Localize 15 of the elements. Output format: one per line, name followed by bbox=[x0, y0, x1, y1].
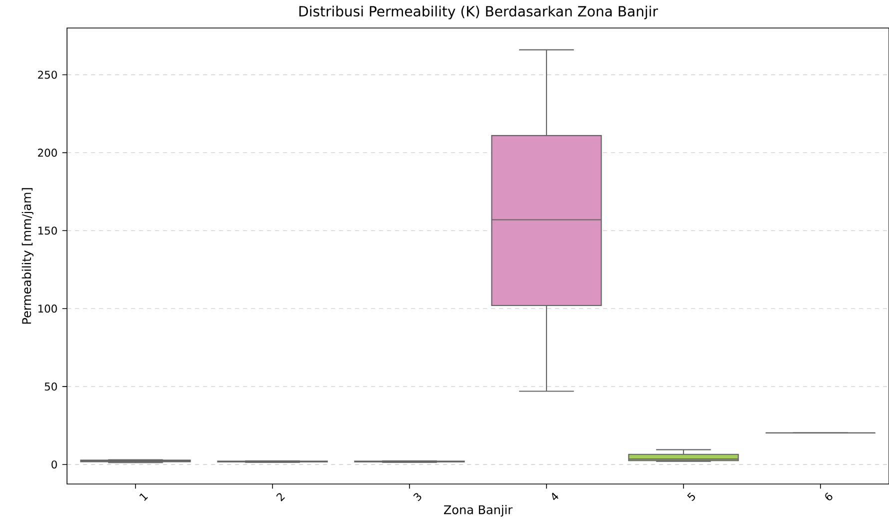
x-tick-label: 3 bbox=[413, 493, 422, 502]
y-tick-label: 50 bbox=[44, 382, 57, 391]
chart-title: Distribusi Permeability (K) Berdasarkan Zona Banjir bbox=[299, 6, 658, 20]
y-tick-label: 100 bbox=[38, 304, 57, 313]
y-tick-label: 0 bbox=[52, 460, 57, 469]
y-tick-label: 150 bbox=[38, 226, 57, 235]
x-tick-label: 2 bbox=[276, 493, 285, 502]
y-tick-label: 250 bbox=[38, 70, 57, 79]
y-tick-label: 200 bbox=[38, 148, 57, 157]
x-axis-title: Zona Banjir bbox=[444, 504, 513, 517]
x-tick-label: 5 bbox=[687, 492, 696, 502]
x-tick-label: 1 bbox=[139, 493, 148, 501]
x-tick-label: 4 bbox=[552, 492, 558, 500]
y-axis-title: Permeability [mm/jam] bbox=[22, 188, 34, 324]
x-tick-label: 6 bbox=[825, 492, 832, 500]
